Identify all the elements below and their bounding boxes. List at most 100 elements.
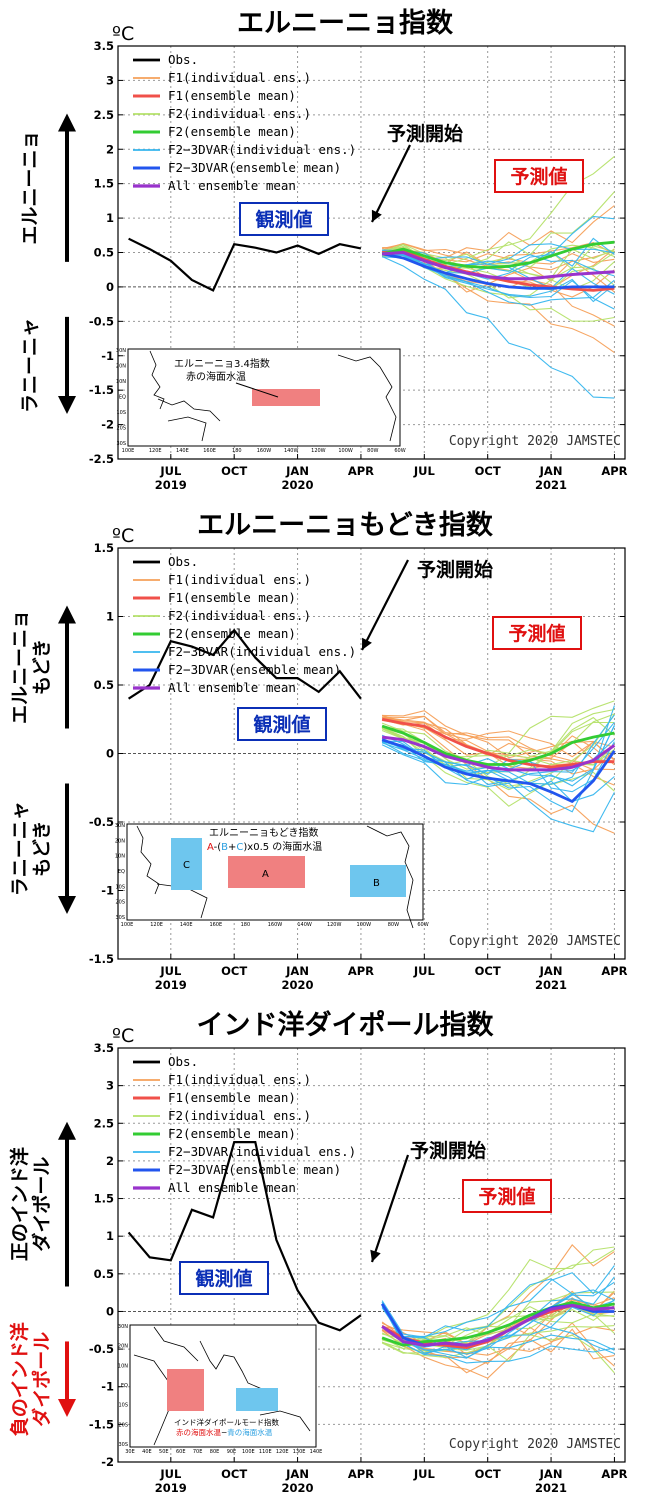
- arrow-head: [362, 637, 372, 650]
- x-tick-year: 2019: [155, 978, 187, 992]
- region-label-b: B: [373, 878, 380, 889]
- legend-label: F2(ensemble mean): [168, 1126, 296, 1141]
- inset-formula: A-(B+C)x0.5 の海面水温: [207, 840, 322, 853]
- up-label: 正のインド洋ダイポール: [8, 1147, 53, 1261]
- y-tick-label: 2: [106, 142, 114, 156]
- y-tick-label: -1: [101, 884, 114, 898]
- inset-lon-label: 30E: [125, 1449, 135, 1455]
- inset-lon-label: 160E: [209, 922, 222, 928]
- ensemble-member-line: [381, 721, 615, 786]
- x-tick-label: APR: [348, 964, 374, 978]
- chart-panel-1: エルニーニョ指数 ºC3.5 3 2.5 2 1.5 1 0.5 0 -0.5 -1 -1.5 -2 -2…: [19, 8, 628, 492]
- down-label: 負のインド洋ダイポール: [8, 1322, 53, 1436]
- observation-line: [128, 628, 362, 700]
- up-arrow-head: [58, 113, 76, 132]
- inset-lat-label: 20S: [116, 426, 126, 432]
- legend-label: F1(ensemble mean): [168, 88, 296, 103]
- inset-lon-label: 60W: [394, 448, 405, 454]
- inset-lat-label: 10S: [115, 884, 125, 890]
- region-east: [236, 1388, 278, 1411]
- up-arrow-head: [58, 605, 76, 624]
- ensemble-mean-line: [381, 724, 615, 766]
- x-tick-label: JUL: [159, 1467, 182, 1481]
- y-tick-label: 0.5: [94, 246, 114, 260]
- forecast-label: 予測値: [510, 165, 567, 188]
- inset-lon-label: 80W: [367, 448, 378, 454]
- region-label-c: C: [183, 860, 190, 871]
- legend-label: F1(individual ens.): [168, 70, 311, 85]
- chart-panel-2: エルニーニョもどき指数ºC1.510.50-0.5-1-1.5JUL2019OC…: [9, 510, 628, 992]
- observed-box: [179, 1261, 269, 1295]
- down-arrow-head: [58, 1399, 76, 1417]
- y-tick-label: -0.5: [89, 314, 114, 328]
- arrow-head: [371, 209, 382, 222]
- inset-lat-label: 20N: [115, 838, 125, 844]
- up-arrow-head: [58, 1121, 76, 1140]
- inset-title: インド洋ダイポールモード指数: [174, 1417, 279, 1427]
- copyright: Copyright 2020 JAMSTEC: [449, 1437, 621, 1452]
- inset-lon-label: 140E: [176, 448, 189, 454]
- copyright: Copyright 2020 JAMSTEC: [449, 934, 621, 949]
- inset-lon-label: 140W: [297, 922, 312, 928]
- observed-label: 観測値: [255, 208, 312, 231]
- copyright: Copyright 2020 JAMSTEC: [449, 434, 621, 449]
- inset-map: 30E 40E 50E 60E 70E 80E 90E 100E 110E 120E 130E 140…: [118, 1324, 322, 1455]
- inset-lon-label: 70E: [193, 1449, 203, 1455]
- inset-lon-label: 180: [232, 448, 242, 454]
- forecast-start-label: 予測開始: [417, 558, 493, 581]
- x-tick-label: JUL: [413, 464, 436, 478]
- ensemble-member-line: [382, 1249, 615, 1346]
- x-tick-label: JAN: [539, 464, 563, 478]
- x-tick-year: 2020: [282, 978, 314, 992]
- forecast-start-arrow: [361, 559, 409, 651]
- y-tick-label: 2: [106, 1154, 114, 1168]
- inset-lon-label: 120E: [149, 448, 162, 454]
- inset-frame: [129, 1324, 317, 1448]
- inset-lon-label: 100E: [121, 922, 134, 928]
- inset-lon-label: 120W: [327, 922, 342, 928]
- inset-lon-label: 120E: [276, 1449, 289, 1455]
- y-tick-label: -1.5: [89, 1417, 114, 1431]
- inset-lat-label: 30S: [115, 915, 125, 921]
- region-b: [350, 865, 406, 897]
- legend-label: F1(individual ens.): [168, 1072, 311, 1087]
- inset-lon-label: 50E: [159, 1449, 169, 1455]
- chart-title: エルニーニョもどき指数: [197, 510, 494, 541]
- inset-lat-label: 20N: [116, 364, 126, 370]
- x-tick-year: 2019: [155, 478, 187, 492]
- inset-lat-label: 30S: [118, 1442, 128, 1448]
- y-tick-label: 2.5: [94, 1116, 114, 1130]
- x-tick-year: 2019: [155, 1481, 187, 1495]
- legend: Obs. F1(individual ens.) F1(ensemble mean)…: [133, 554, 356, 695]
- legend-label: F2−3DVAR(individual ens.): [168, 142, 356, 157]
- y-tick-label: 2.5: [94, 108, 114, 122]
- x-tick-label: JAN: [285, 464, 309, 478]
- inset-lon-label: 100E: [122, 448, 135, 454]
- region-label-a: A: [262, 869, 269, 880]
- ensemble-mean-line: [381, 738, 616, 803]
- forecast-start-arrow: [371, 144, 411, 223]
- inset-lon-label: 60W: [417, 922, 428, 928]
- x-tick-label: OCT: [475, 1467, 501, 1481]
- y-tick-label: 1: [106, 211, 114, 225]
- y-tick-label: 0.5: [94, 1267, 114, 1281]
- x-tick-label: APR: [601, 464, 627, 478]
- legend-label: F2−3DVAR(individual ens.): [168, 644, 356, 659]
- y-tick-label: -1.5: [89, 383, 114, 397]
- inset-lat-label: EQ: [121, 1383, 128, 1389]
- ensemble-member-line: [382, 719, 615, 834]
- x-tick-year: 2020: [282, 1481, 314, 1495]
- legend-label: All ensemble mean: [168, 1180, 296, 1195]
- legend-label: F2(individual ens.): [168, 106, 311, 121]
- x-tick-label: OCT: [221, 1467, 247, 1481]
- ensemble-mean-line: [381, 240, 615, 270]
- ensemble-member-line: [381, 727, 615, 792]
- legend: Obs. F1(individual ens.) F1(ensemble mean)…: [133, 52, 356, 193]
- inset-lat-label: 10N: [118, 1363, 128, 1369]
- ensemble-member-line: [381, 1299, 615, 1351]
- inset-map: 100E 120E 140E 160E 180 160W 140W 120W 100W 80W 60…: [116, 348, 406, 454]
- inset-lon-label: 160E: [203, 448, 216, 454]
- y-tick-label: 0: [106, 280, 114, 294]
- legend-label: F2−3DVAR(individual ens.): [168, 1144, 356, 1159]
